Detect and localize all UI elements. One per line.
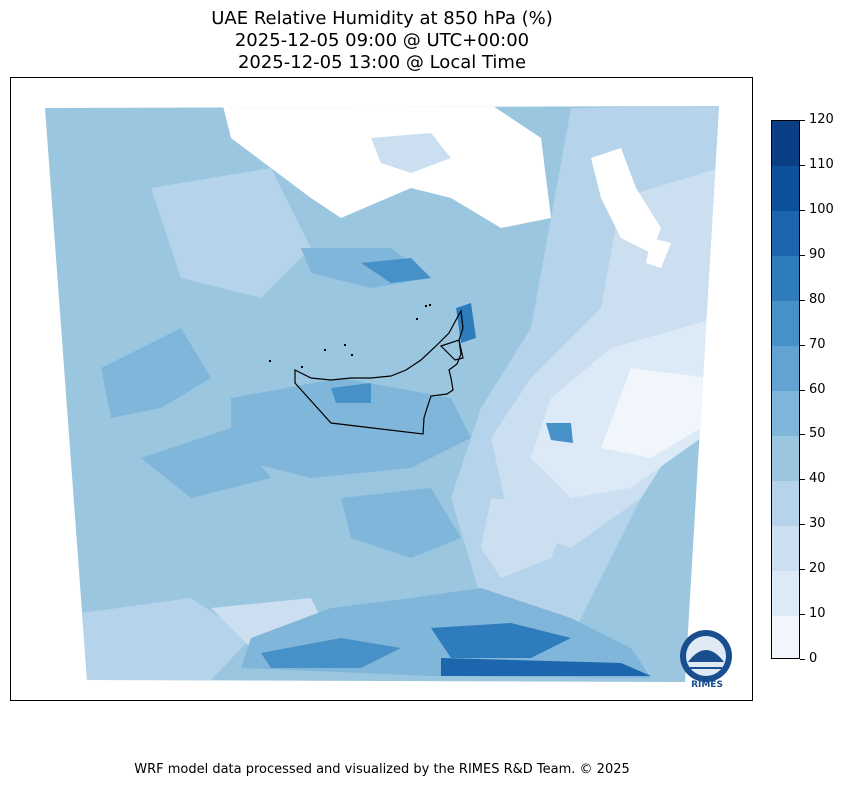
uae-border	[294, 309, 464, 435]
colorbar-tick-label: 90	[809, 246, 826, 262]
colorbar-level	[772, 165, 799, 212]
colorbar-tick-label: 10	[809, 606, 826, 622]
colorbar-tick	[800, 120, 805, 121]
title-line-2: 2025-12-05 09:00 @ UTC+00:00	[234, 30, 530, 51]
colorbar-tick	[800, 254, 805, 256]
colorbar-tick	[800, 164, 805, 166]
colorbar-tick-label: 50	[809, 426, 826, 442]
colorbar-level	[772, 255, 799, 302]
footer-credit: WRF model data processed and visualized …	[134, 762, 630, 777]
colorbar-level	[772, 570, 799, 616]
colorbar-tick-label: 20	[809, 561, 826, 577]
humidity-field	[45, 106, 719, 682]
colorbar-level	[772, 615, 799, 658]
colorbar-tick-label: 70	[809, 336, 826, 352]
colorbar-tick-label: 120	[809, 112, 834, 127]
colorbar-tick	[800, 434, 805, 436]
colorbar-level	[772, 345, 799, 391]
colorbar-tick-label: 0	[809, 651, 818, 666]
logo-wordmark: RIMES	[691, 680, 723, 690]
colorbar-level	[772, 480, 799, 526]
colorbar-tick	[800, 569, 805, 571]
map-frame: RIMES	[10, 77, 753, 701]
colorbar-tick	[800, 614, 805, 616]
colorbar	[771, 120, 800, 659]
colorbar-level	[772, 525, 799, 571]
humidity-map: RIMES	[45, 106, 732, 690]
colorbar-tick	[800, 209, 805, 211]
colorbar-level	[772, 121, 799, 167]
colorbar-tick-label: 80	[809, 291, 826, 307]
colorbar-tick-label: 60	[809, 381, 826, 397]
colorbar-tick	[800, 344, 805, 346]
rimes-logo: RIMES	[680, 630, 732, 690]
colorbar-tick-label: 110	[809, 156, 834, 172]
colorbar-level	[772, 210, 799, 257]
colorbar-tick	[800, 659, 805, 660]
title-line-3: 2025-12-05 13:00 @ Local Time	[237, 52, 527, 73]
colorbar-tick	[800, 389, 805, 391]
title-line-1: UAE Relative Humidity at 850 hPa (%)	[211, 8, 553, 29]
colorbar-tick	[800, 479, 805, 481]
colorbar-tick	[800, 524, 805, 526]
colorbar-tick-label: 30	[809, 516, 826, 532]
colorbar-tick-label: 100	[809, 201, 834, 217]
colorbar-tick-label: 40	[809, 471, 826, 487]
colorbar-level	[772, 435, 799, 481]
colorbar-level	[772, 300, 799, 347]
uae-islands	[269, 304, 431, 368]
colorbar-tick	[800, 299, 805, 301]
colorbar-level	[772, 390, 799, 436]
